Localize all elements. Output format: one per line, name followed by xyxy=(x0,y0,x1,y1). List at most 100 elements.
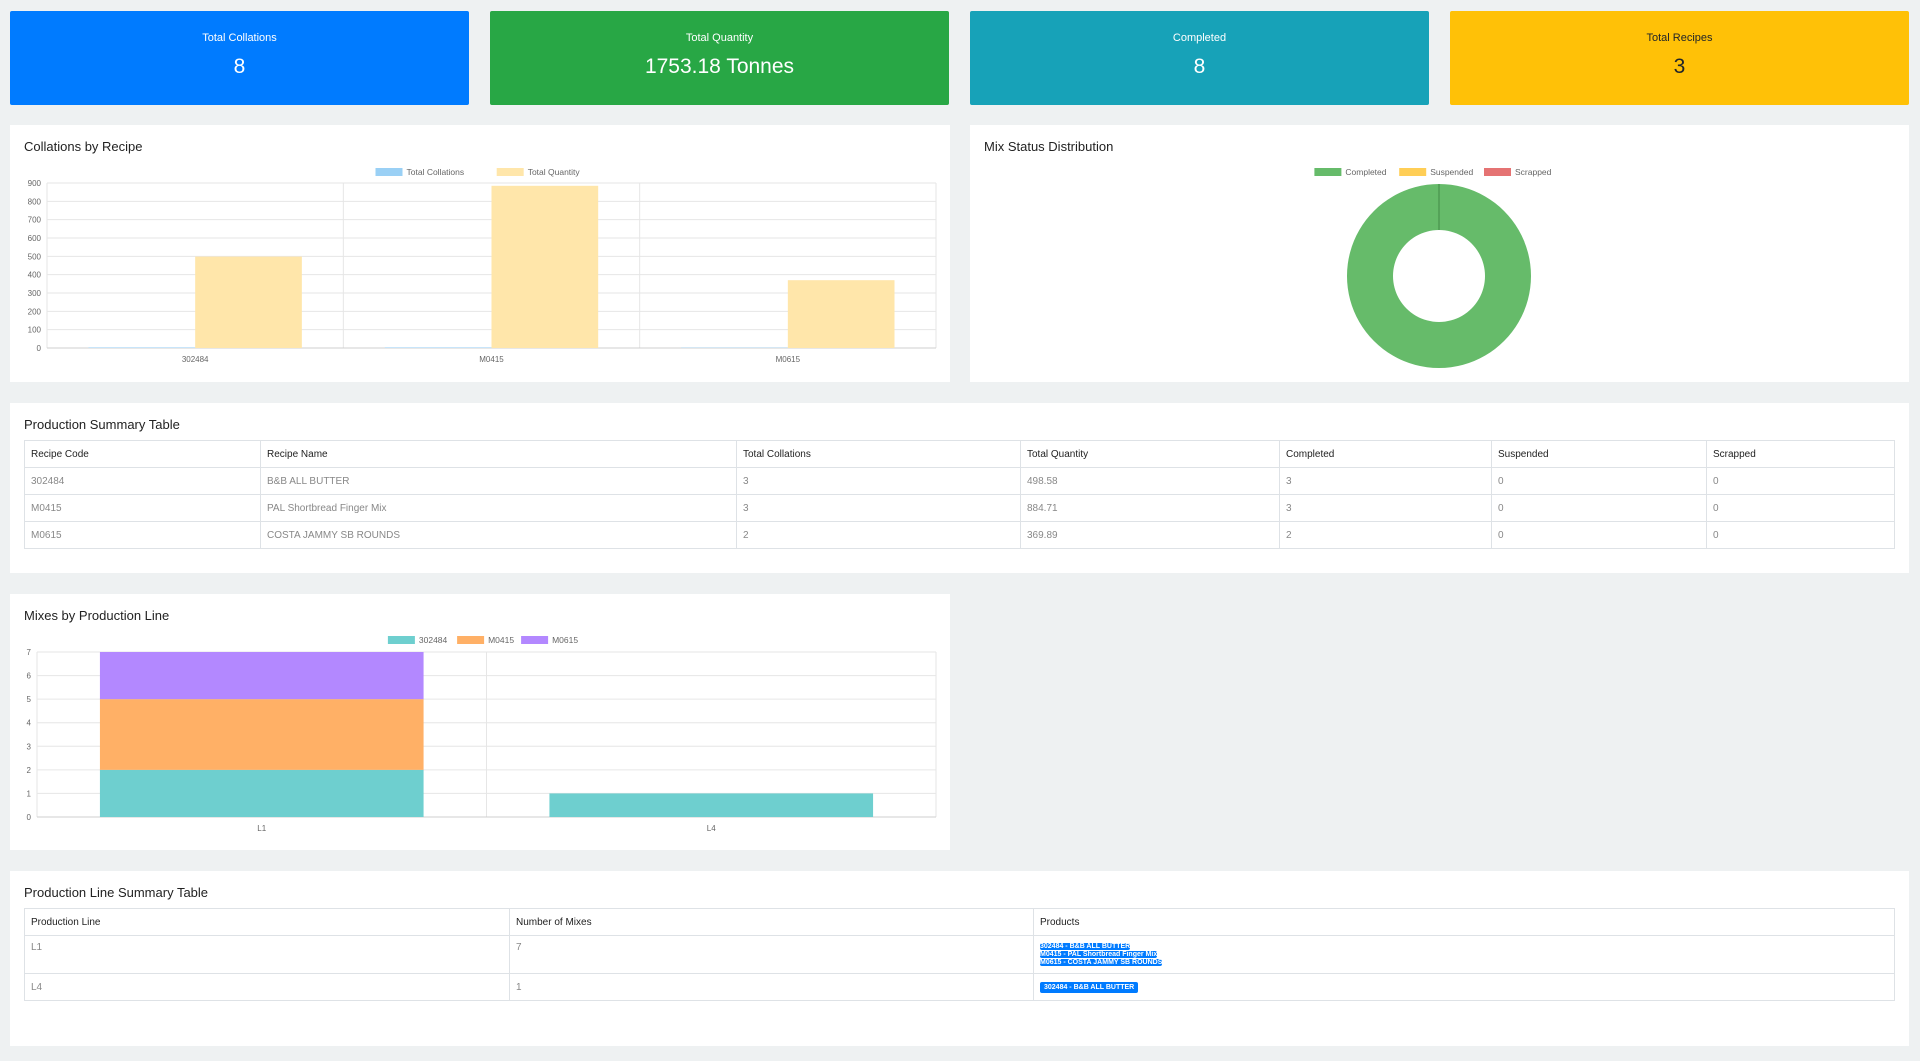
table-row: L1 7 302484 - B&B ALL BUTTER M0415 - PAL… xyxy=(24,935,1895,974)
cell: 3 xyxy=(1279,494,1492,522)
y-tick-label: 500 xyxy=(28,252,42,261)
cell: 0 xyxy=(1491,494,1707,522)
production-line-summary-panel: Production Line Summary Table Production… xyxy=(10,871,1909,1046)
legend-label: Total Quantity xyxy=(528,167,581,177)
cell: 0 xyxy=(1491,467,1707,495)
stat-value: 1753.18 Tonnes xyxy=(644,55,795,78)
header-completed: Completed xyxy=(1279,440,1492,468)
y-tick-label: 4 xyxy=(27,719,32,728)
cell: 3 xyxy=(736,494,1021,522)
legend-swatch xyxy=(457,636,485,644)
header-recipe-name: Recipe Name xyxy=(260,440,737,468)
legend-label: Scrapped xyxy=(1515,167,1552,177)
bar-total-quantity-302484 xyxy=(195,256,302,348)
cell: 0 xyxy=(1491,521,1707,549)
legend-swatch xyxy=(1399,168,1427,176)
x-tick-label: M0415 xyxy=(479,355,504,364)
legend-label: 302484 xyxy=(419,635,448,645)
stat-card-total-collations: Total Collations 8 xyxy=(10,11,469,105)
y-tick-label: 800 xyxy=(28,197,42,206)
stat-card-completed: Completed 8 xyxy=(970,11,1429,105)
cell: 0 xyxy=(1706,494,1895,522)
stat-label: Total Recipes xyxy=(1646,32,1713,44)
stat-label: Total Collations xyxy=(202,32,277,44)
header-products: Products xyxy=(1033,908,1895,936)
legend-label: Suspended xyxy=(1430,167,1473,177)
y-tick-label: 400 xyxy=(28,271,42,280)
table-row: M0415 PAL Shortbread Finger Mix 3 884.71… xyxy=(24,494,1895,522)
mixes-by-line-panel: Mixes by Production Line 0 1 2 3 4 5 6 7 L1 L4 302… xyxy=(10,594,950,850)
x-tick-label: L1 xyxy=(257,824,266,833)
bar-total-collations-M0415 xyxy=(384,347,492,348)
production-line-summary-table: Production Line Number of Mixes Products… xyxy=(24,908,1895,1001)
legend-swatch xyxy=(1484,168,1511,176)
y-tick-label: 1 xyxy=(27,789,32,798)
bar-total-quantity-M0615 xyxy=(787,280,895,348)
bar-302484-L1 xyxy=(99,769,424,817)
stat-value: 8 xyxy=(1193,55,1206,78)
cell: 302484 xyxy=(24,467,261,495)
cell: 0 xyxy=(1706,467,1895,495)
header-total-quantity: Total Quantity xyxy=(1020,440,1280,468)
y-tick-label: 5 xyxy=(27,695,32,704)
product-badge: 302484 - B&B ALL BUTTER xyxy=(1040,943,1131,950)
cell: 498.58 xyxy=(1020,467,1280,495)
mixes-by-line-chart: 0 1 2 3 4 5 6 7 L1 L4 302484 M0415 M0615 xyxy=(27,635,937,833)
y-tick-label: 7 xyxy=(27,648,32,657)
bar-M0615-L1 xyxy=(99,652,424,700)
bar-total-quantity-M0415 xyxy=(491,185,599,348)
header-recipe-code: Recipe Code xyxy=(24,440,261,468)
stat-label: Completed xyxy=(1172,32,1227,44)
y-tick-label: 900 xyxy=(28,179,42,188)
y-tick-label: 0 xyxy=(27,813,32,822)
y-tick-label: 0 xyxy=(37,344,42,353)
products-cell: 302484 - B&B ALL BUTTER xyxy=(1033,973,1895,1001)
y-tick-label: 700 xyxy=(28,216,42,225)
cell: 369.89 xyxy=(1020,521,1280,549)
table-row: M0615 COSTA JAMMY SB ROUNDS 2 369.89 2 0… xyxy=(24,521,1895,549)
product-badge: 302484 - B&B ALL BUTTER xyxy=(1040,981,1139,993)
legend-label: M0615 xyxy=(552,635,578,645)
y-tick-label: 300 xyxy=(28,289,42,298)
header-suspended: Suspended xyxy=(1491,440,1707,468)
table-row: L4 1 302484 - B&B ALL BUTTER xyxy=(24,973,1895,1001)
stat-label: Total Quantity xyxy=(685,32,754,44)
cell: 2 xyxy=(736,521,1021,549)
product-badge: M0615 - COSTA JAMMY SB ROUNDS xyxy=(1040,959,1163,966)
cell: COSTA JAMMY SB ROUNDS xyxy=(260,521,737,549)
legend-label: Total Collations xyxy=(407,167,465,177)
header-number-of-mixes: Number of Mixes xyxy=(509,908,1034,936)
products-cell: 302484 - B&B ALL BUTTER M0415 - PAL Shor… xyxy=(1033,935,1895,974)
stat-card-total-recipes: Total Recipes 3 xyxy=(1450,11,1909,105)
panel-title: Production Line Summary Table xyxy=(24,885,209,900)
legend-swatch xyxy=(496,168,524,176)
y-tick-label: 2 xyxy=(27,766,32,775)
cell: M0415 xyxy=(24,494,261,522)
x-tick-label: M0615 xyxy=(776,355,801,364)
bar-302484-L4 xyxy=(549,793,874,817)
cell: L4 xyxy=(24,973,510,1001)
cell: 1 xyxy=(509,973,1034,1001)
panel-title: Collations by Recipe xyxy=(24,139,143,154)
production-summary-panel: Production Summary Table Recipe Code Rec… xyxy=(10,403,1909,573)
legend-label: M0415 xyxy=(488,635,514,645)
stat-card-total-quantity: Total Quantity 1753.18 Tonnes xyxy=(490,11,949,105)
legend-label: Completed xyxy=(1345,167,1386,177)
cell: PAL Shortbread Finger Mix xyxy=(260,494,737,522)
y-tick-label: 100 xyxy=(28,326,42,335)
cell: 0 xyxy=(1706,521,1895,549)
stat-value: 8 xyxy=(233,55,246,78)
bar-M0415-L1 xyxy=(99,699,424,770)
legend-swatch xyxy=(375,168,403,176)
cell: L1 xyxy=(24,935,510,974)
product-badge: M0415 - PAL Shortbread Finger Mix xyxy=(1040,951,1158,958)
mix-status-panel: Mix Status Distribution Completed Suspend… xyxy=(970,125,1909,382)
bar-total-collations-302484 xyxy=(88,347,196,348)
cell: 7 xyxy=(509,935,1034,974)
cell: 3 xyxy=(736,467,1021,495)
table-row: 302484 B&B ALL BUTTER 3 498.58 3 0 0 xyxy=(24,467,1895,495)
header-production-line: Production Line xyxy=(24,908,510,936)
production-summary-table: Recipe Code Recipe Name Total Collations… xyxy=(24,440,1895,549)
x-tick-label: L4 xyxy=(707,824,716,833)
table-header-row: Production Line Number of Mixes Products xyxy=(24,908,1895,936)
